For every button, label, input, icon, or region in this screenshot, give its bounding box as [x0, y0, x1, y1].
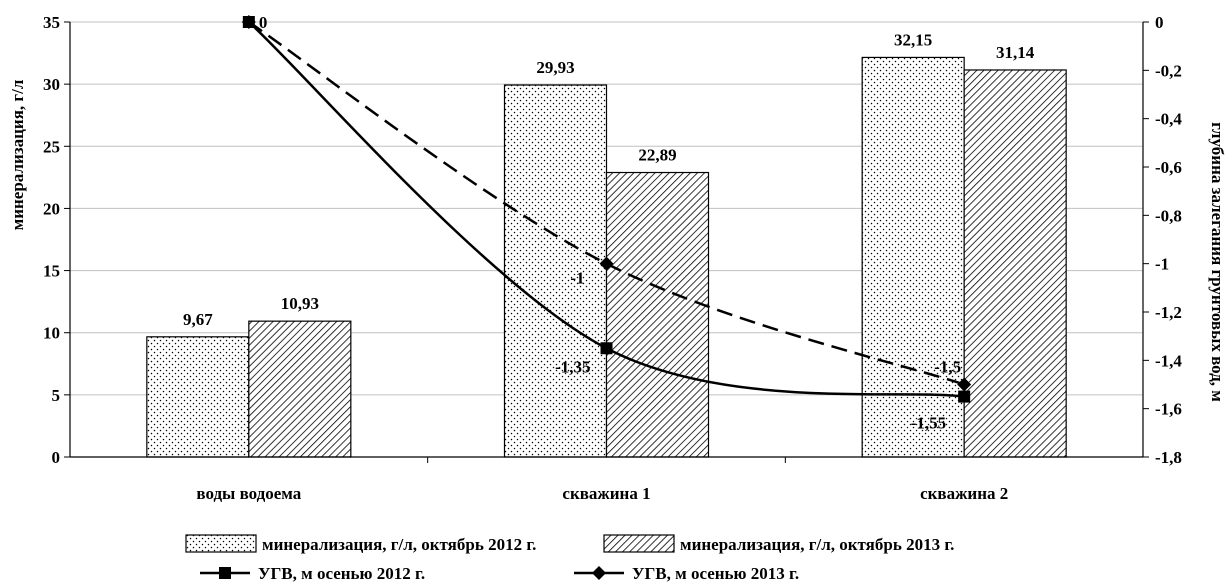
line-ugv-2013 [248, 20, 965, 386]
y2-tick-label: -1 [1155, 255, 1169, 274]
y-tick-label: 35 [43, 13, 60, 32]
bar-2013 [248, 320, 352, 458]
legend-item: минерализация, г/л, октябрь 2013 г. [603, 534, 954, 554]
y2-tick-label: -1,8 [1155, 448, 1182, 467]
line-value-label: -1,5 [934, 358, 961, 377]
y2-tick-label: -0,2 [1155, 61, 1182, 80]
y-tick-label: 30 [43, 75, 60, 94]
bar-value-label: 32,15 [894, 30, 932, 49]
bar-value-label: 31,14 [996, 43, 1035, 62]
bar-value-label: 22,89 [638, 146, 676, 165]
x-tick-label: воды водоема [196, 484, 301, 503]
y-tick-label: 5 [52, 386, 61, 405]
y-tick-label: 10 [43, 324, 60, 343]
line-value-label: -1 [570, 269, 584, 288]
legend-label: УГВ, м осенью 2012 г. [258, 564, 425, 583]
line-value-label: -1,35 [555, 357, 590, 376]
y2-axis-title: глубина залегания грунтовых вод, м [1208, 122, 1227, 402]
marker-diamond [957, 377, 972, 392]
legend-swatch [603, 534, 675, 553]
y-tick-label: 20 [43, 199, 60, 218]
bar-value-label: 9,67 [183, 310, 213, 329]
y-axis-title: минерализация, г/л [8, 79, 27, 230]
y2-tick-label: -0,6 [1155, 158, 1182, 177]
bar-2012 [861, 56, 965, 458]
bar-value-label: 10,93 [281, 294, 319, 313]
series-lines [241, 15, 972, 403]
y2-tick-label: -1,4 [1155, 351, 1182, 370]
y2-tick-label: -1,2 [1155, 303, 1182, 322]
marker-diamond [241, 15, 256, 29]
line-value-label: 0 [259, 13, 268, 32]
y-tick-label: 0 [52, 448, 61, 467]
line-value-label: -1,55 [911, 414, 946, 433]
bar-value-label: 29,93 [536, 58, 574, 77]
y-tick-label: 25 [43, 137, 60, 156]
marker-square [219, 567, 231, 579]
data-labels: 9,67 29,93 32,15 10,93 22,89 31,14 -1,35 -1,55 0… [183, 13, 1035, 433]
marker-diamond [592, 566, 606, 580]
y2-tick-label: -0,4 [1155, 110, 1182, 129]
bar-2012 [146, 336, 250, 458]
marker-square [600, 342, 613, 355]
bars [146, 56, 1067, 458]
bar-2013 [963, 69, 1067, 458]
bar-2012 [503, 84, 608, 458]
y2-tick-label: 0 [1155, 13, 1164, 32]
legend-item: УГВ, м осенью 2013 г. [574, 564, 799, 583]
y2-tick-label: -0,8 [1155, 206, 1182, 225]
marker-diamond [599, 256, 614, 271]
bar-2013 [605, 171, 710, 458]
legend-item: минерализация, г/л, октябрь 2012 г. [185, 534, 536, 554]
legend-swatch [185, 534, 257, 553]
axes: 0 5 10 15 20 25 30 35 0 -0,2 -0,4 -0,6 -0,8 -1 -1,2 -1,… [43, 13, 1182, 503]
legend-label: минерализация, г/л, октябрь 2013 г. [680, 535, 954, 554]
legend-label: УГВ, м осенью 2013 г. [632, 564, 799, 583]
x-tick-label: скважина 2 [920, 484, 1008, 503]
legend-item: УГВ, м осенью 2012 г. [200, 564, 425, 583]
line-ugv-2012 [247, 21, 965, 398]
y-tick-label: 15 [43, 262, 60, 281]
legend: минерализация, г/л, октябрь 2012 г. минер… [185, 534, 954, 583]
legend-label: минерализация, г/л, октябрь 2012 г. [262, 535, 536, 554]
marker-square [958, 390, 971, 403]
x-tick-label: скважина 1 [562, 484, 650, 503]
y2-tick-label: -1,6 [1155, 400, 1182, 419]
